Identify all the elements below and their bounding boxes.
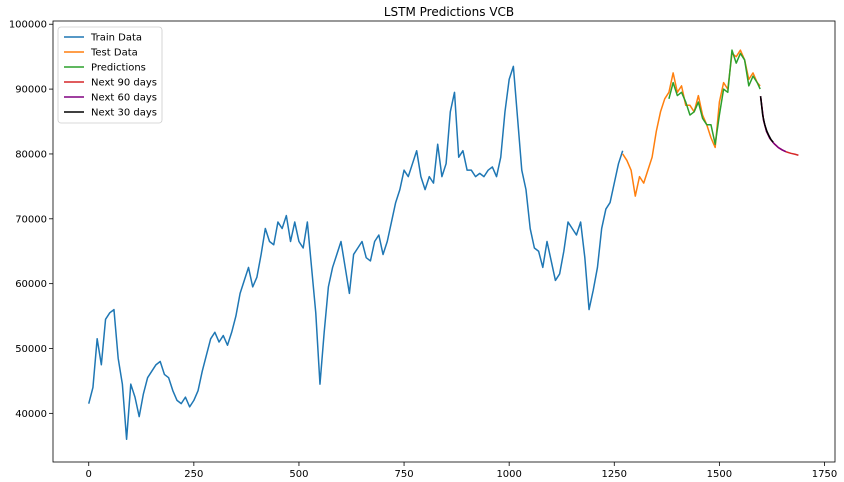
legend-box <box>57 26 163 124</box>
plot-area: 0 250 500 750 1000 1250 1500 1750 40000 50000 600… <box>9 20 837 480</box>
legend-label: Next 60 days <box>91 93 157 104</box>
chart-title: LSTM Predictions VCB <box>384 5 514 19</box>
x-tick-label: 1750 <box>812 469 837 480</box>
legend: Train Data Test Data Predictions Next 90 da… <box>57 26 163 124</box>
legend-label: Train Data <box>90 33 142 44</box>
y-tick-label: 50000 <box>15 344 47 355</box>
x-tick-label: 1500 <box>707 469 732 480</box>
y-axis: 40000 50000 60000 70000 80000 90000 100000 <box>9 20 53 420</box>
x-tick-label: 1250 <box>602 469 627 480</box>
legend-label: Next 30 days <box>91 108 157 119</box>
y-tick-label: 40000 <box>15 409 47 420</box>
y-tick-label: 100000 <box>9 20 47 31</box>
y-tick-label: 60000 <box>15 279 47 290</box>
x-tick-label: 0 <box>86 469 92 480</box>
legend-label: Predictions <box>91 63 146 74</box>
series-line-predictions <box>668 49 761 145</box>
series-line-next-30-days <box>759 96 774 143</box>
y-tick-label: 70000 <box>15 214 47 225</box>
y-tick-label: 90000 <box>15 85 47 96</box>
x-tick-label: 250 <box>184 469 203 480</box>
series-line-test-data <box>622 49 761 197</box>
axes-frame <box>52 20 836 463</box>
x-tick-label: 500 <box>289 469 308 480</box>
legend-label: Test Data <box>90 48 138 59</box>
legend-label: Next 90 days <box>91 78 157 89</box>
x-tick-label: 1000 <box>496 469 521 480</box>
x-axis: 0 250 500 750 1000 1250 1500 1750 <box>86 462 837 480</box>
series-layer <box>88 49 799 441</box>
x-tick-label: 750 <box>395 469 414 480</box>
series-line-train-data <box>88 65 624 441</box>
y-tick-label: 80000 <box>15 149 47 160</box>
